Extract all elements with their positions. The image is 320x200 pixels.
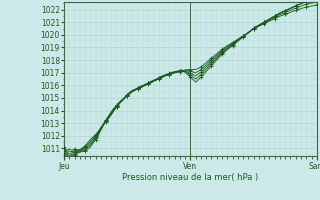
X-axis label: Pression niveau de la mer( hPa ): Pression niveau de la mer( hPa ) <box>122 173 259 182</box>
